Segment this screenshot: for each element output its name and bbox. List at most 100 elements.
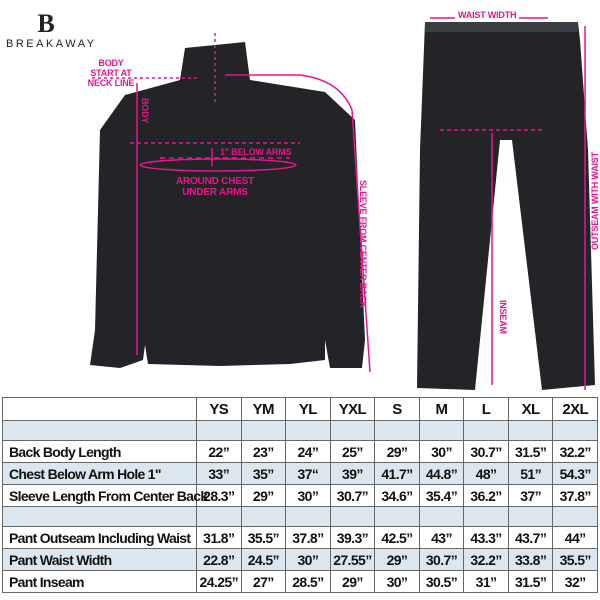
empty-cell: [240, 420, 287, 441]
empty-cell: [552, 420, 598, 441]
measurement-cell: 31.5”: [507, 570, 554, 593]
empty-cell: [374, 420, 420, 441]
empty-cell: [285, 506, 331, 527]
empty-cell: [418, 506, 465, 527]
measurement-cell: 29”: [374, 548, 420, 571]
table-row: Pant Waist Width 22.8” 24.5” 30” 27.55” 29” 30…: [2, 548, 598, 571]
table-row: Chest Below Arm Hole 1" 33” 35” 37“ 39” 41.7”…: [2, 462, 598, 485]
label-sleeve: SLEEVE FROM CENTER BACK: [358, 180, 368, 308]
measurement-cell: 30”: [285, 484, 331, 507]
measurement-cell: 32.2”: [463, 548, 509, 571]
empty-cell: [329, 506, 376, 527]
empty-cell: [552, 506, 598, 527]
measurement-cell: 51”: [507, 462, 554, 485]
brand-name: BREAKAWAY: [6, 38, 97, 50]
logo-b-mark: B: [37, 9, 55, 38]
measurement-cell: 29”: [240, 484, 287, 507]
empty-cell: [463, 506, 509, 527]
size-header: XL: [507, 397, 554, 421]
measurement-cell: 32”: [552, 570, 598, 593]
table-row: Pant Inseam 24.25” 27” 28.5” 29” 30” 30.5” 31” 3…: [2, 570, 598, 593]
measurement-cell: 31.5”: [507, 440, 554, 463]
measurement-cell: 39”: [329, 462, 376, 485]
measurement-cell: 37“: [285, 462, 331, 485]
measurement-cell: 33.8”: [507, 548, 554, 571]
measurement-cell: 27.55”: [329, 548, 376, 571]
measurement-cell: 24.25”: [196, 570, 242, 593]
table-row: YS YM YL YXL S M L XL 2XL: [2, 397, 598, 421]
measurement-cell: 27”: [240, 570, 287, 593]
measurement-cell: 43”: [418, 526, 465, 549]
measurement-cell: 29”: [374, 440, 420, 463]
measurement-cell: 48”: [463, 462, 509, 485]
table-row: Back Body Length 22” 23” 24” 25” 29” 30” 30.7” 3…: [2, 440, 598, 463]
measurement-cell: 44”: [552, 526, 598, 549]
label-inseam: INSEAM: [498, 300, 508, 334]
empty-cell: [463, 420, 509, 441]
label-body: BODY: [140, 98, 150, 124]
measurement-cell: 43.7”: [507, 526, 554, 549]
empty-cell: [196, 420, 242, 441]
size-header: M: [418, 397, 465, 421]
row-label: Pant Inseam: [2, 570, 197, 593]
measurement-cell: 37”: [507, 484, 554, 507]
row-label: Back Body Length: [2, 440, 197, 463]
measurement-cell: 34.6”: [374, 484, 420, 507]
size-header: YXL: [329, 397, 376, 421]
measurement-cell: 30.5”: [418, 570, 465, 593]
empty-cell: [240, 506, 287, 527]
measurement-cell: 23”: [240, 440, 287, 463]
table-row: Pant Outseam Including Waist 31.8” 35.5” 37…: [2, 526, 598, 549]
jacket-shape: [90, 42, 365, 368]
header-blank: [2, 397, 197, 421]
size-header: YM: [240, 397, 287, 421]
size-header: YS: [196, 397, 242, 421]
label-below-arms: 1" BELOW ARMS: [220, 147, 292, 157]
size-chart-table: YS YM YL YXL S M L XL 2XL Back Body Length 22” 23” 2…: [2, 397, 598, 593]
measurement-cell: 22.8”: [196, 548, 242, 571]
measurement-cell: 54.3”: [552, 462, 598, 485]
size-header: 2XL: [552, 397, 598, 421]
measurement-cell: 30”: [418, 440, 465, 463]
measurement-cell: 41.7”: [374, 462, 420, 485]
empty-cell: [285, 420, 331, 441]
spacer-row: [2, 506, 598, 527]
measurement-cell: 36.2”: [463, 484, 509, 507]
measurement-cell: 22”: [196, 440, 242, 463]
label-body-start: BODY START AT NECK LINE: [87, 58, 135, 88]
measurement-cell: 37.8”: [285, 526, 331, 549]
size-header: L: [463, 397, 509, 421]
measurement-cell: 30”: [285, 548, 331, 571]
empty-cell: [507, 506, 554, 527]
measurement-cell: 35.5”: [552, 548, 598, 571]
size-header: S: [374, 397, 420, 421]
measurement-cell: 39.3”: [329, 526, 376, 549]
empty-cell: [329, 420, 376, 441]
measurement-cell: 29”: [329, 570, 376, 593]
pants-shape: [417, 22, 595, 390]
measurement-cell: 24”: [285, 440, 331, 463]
measurement-cell: 42.5”: [374, 526, 420, 549]
label-outseam: OUTSEAM WITH WAIST: [590, 152, 600, 250]
measurement-cell: 30.7”: [329, 484, 376, 507]
measurement-cell: 31.8”: [196, 526, 242, 549]
measurement-cell: 33”: [196, 462, 242, 485]
empty-cell: [507, 420, 554, 441]
empty-cell: [418, 420, 465, 441]
measurement-cell: 30.7”: [418, 548, 465, 571]
measurement-cell: 28.3”: [196, 484, 242, 507]
label-waist-width: WAIST WIDTH: [455, 10, 520, 20]
measurement-cell: 30.7”: [463, 440, 509, 463]
table-row: Sleeve Length From Center Back 28.3” 29” 30…: [2, 484, 598, 507]
empty-cell: [2, 506, 197, 527]
empty-cell: [374, 506, 420, 527]
empty-cell: [196, 506, 242, 527]
row-label: Sleeve Length From Center Back: [2, 484, 208, 507]
empty-cell: [2, 420, 197, 441]
measurement-cell: 31”: [463, 570, 509, 593]
measurement-cell: 32.2”: [552, 440, 598, 463]
measurement-cell: 28.5”: [285, 570, 331, 593]
measurement-cell: 35.4”: [418, 484, 465, 507]
row-label: Pant Waist Width: [2, 548, 197, 571]
measurement-cell: 44.8”: [418, 462, 465, 485]
